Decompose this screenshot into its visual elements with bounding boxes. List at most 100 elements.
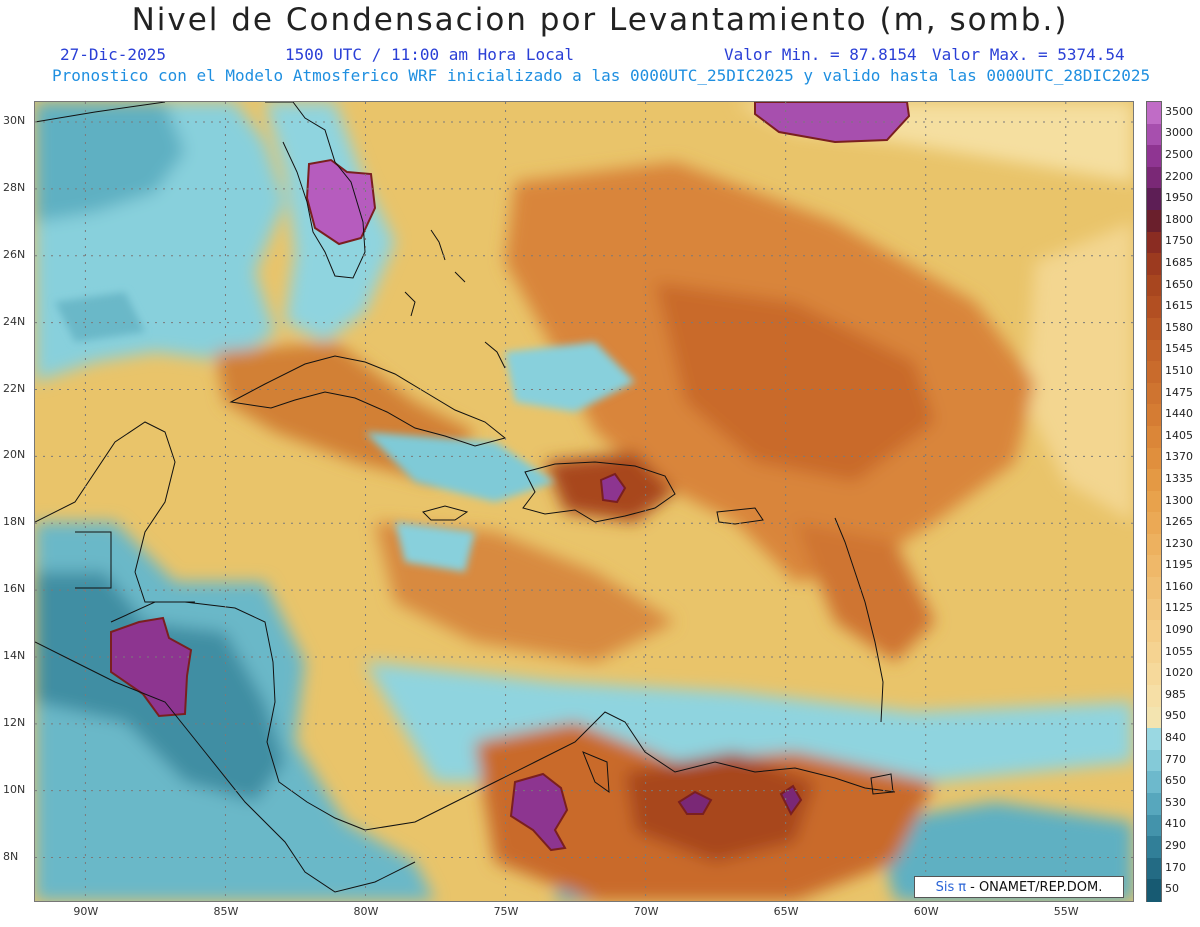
colorbar-segment — [1147, 404, 1161, 427]
colorbar-label: 950 — [1165, 709, 1186, 723]
field-dark-orange-atlantic — [655, 282, 935, 482]
colorbar-label: 1510 — [1165, 363, 1193, 377]
max-colombia-west — [509, 772, 569, 852]
colorbar-label: 50 — [1165, 882, 1179, 896]
colorbar-label: 1800 — [1165, 212, 1193, 226]
lat-tick-label: 24N — [3, 314, 26, 328]
colorbar-label: 1195 — [1165, 558, 1193, 572]
field-orange-lesser-antilles — [795, 522, 935, 662]
colorbar-segment — [1147, 209, 1161, 233]
colorbar-label: 170 — [1165, 860, 1186, 874]
lcl-field-svg — [35, 102, 1133, 901]
lat-lon-grid — [35, 102, 1133, 901]
colorbar-segment — [1147, 231, 1161, 254]
model-info-line: Pronostico con el Modelo Atmosferico WRF… — [52, 66, 1151, 85]
map-title: Nivel de Condensacion por Levantamiento … — [131, 2, 1069, 38]
colorbar-label: 650 — [1165, 774, 1186, 788]
coast-bahamas-4 — [484, 341, 506, 369]
colorbar-label: 1405 — [1165, 428, 1193, 442]
coast-puerto-rico — [716, 507, 764, 525]
colorbar-label: 1335 — [1165, 471, 1193, 485]
colorbar-label: 1750 — [1165, 234, 1193, 248]
field-cyan-nw — [55, 292, 145, 342]
colorbar-label: 1265 — [1165, 515, 1193, 529]
colorbar-label: 1370 — [1165, 450, 1193, 464]
colorbar-label: 530 — [1165, 795, 1186, 809]
colorbar-segment — [1147, 166, 1161, 189]
lon-tick-label: 90W — [73, 905, 99, 918]
forecast-time: 1500 UTC / 11:00 am Hora Local — [285, 45, 574, 64]
coast-hispaniola — [522, 461, 676, 523]
colorbar-label: 1055 — [1165, 644, 1193, 658]
lat-tick-label: 22N — [3, 381, 26, 395]
lat-tick-label: 14N — [3, 648, 26, 662]
colorbar-segment — [1147, 836, 1161, 859]
max-venezuela-1 — [677, 790, 713, 815]
lon-tick-label: 55W — [1053, 905, 1079, 918]
max-bahamas-north — [754, 102, 911, 144]
colorbar-label: 1440 — [1165, 407, 1193, 421]
colorbar-segment — [1147, 533, 1161, 557]
colorbar-label: 290 — [1165, 839, 1186, 852]
coast-trinidad — [870, 773, 894, 795]
lat-tick-label: 20N — [3, 448, 26, 462]
lat-tick-label: 30N — [3, 114, 26, 128]
colorbar-label: 1615 — [1165, 299, 1193, 313]
lat-tick-label: 26N — [3, 247, 26, 261]
colorbar-label: 2500 — [1165, 147, 1193, 161]
colorbar-segment — [1147, 555, 1161, 578]
coast-cuba — [229, 355, 507, 447]
colorbar-label: 1090 — [1165, 623, 1193, 637]
field-cyan-jamaica-sea — [395, 522, 475, 572]
lon-tick-label: 80W — [353, 905, 379, 918]
coast-south-america — [364, 711, 896, 831]
logo-text: - ONAMET/REP.DOM. — [970, 879, 1103, 895]
coast-bahamas-2 — [430, 229, 446, 261]
max-florida — [305, 158, 377, 246]
sispi-logo: Sis π - ONAMET/REP.DOM. — [914, 876, 1124, 898]
colorbar-label: 1160 — [1165, 579, 1193, 593]
coast-lesser-antilles — [834, 517, 884, 723]
coast-bahamas-3 — [454, 271, 466, 283]
max-venezuela-2 — [779, 784, 803, 816]
lcl-map — [34, 101, 1134, 902]
max-honduras — [110, 616, 193, 718]
colorbar-label: 1950 — [1165, 191, 1193, 205]
lat-tick-label: 8N — [3, 849, 19, 863]
lat-tick-label: 18N — [3, 515, 26, 529]
lat-tick-label: 12N — [3, 715, 26, 729]
lon-tick-label: 85W — [213, 905, 239, 918]
colorbar-segment — [1147, 598, 1161, 621]
colorbar-label: 1685 — [1165, 255, 1193, 269]
colorbar-label: 1580 — [1165, 320, 1193, 334]
colorbar-segment — [1147, 641, 1161, 665]
colorbar-segment — [1147, 685, 1161, 708]
colorbar-label: 840 — [1165, 731, 1186, 745]
lat-tick-label: 28N — [3, 180, 26, 194]
forecast-date: 27-Dic-2025 — [60, 45, 166, 64]
min-value-label: Valor Min. = 87.8154 — [724, 45, 917, 64]
colorbar-segment — [1147, 296, 1161, 319]
field-maxima — [110, 102, 911, 852]
colorbar-segment — [1147, 814, 1161, 837]
lon-tick-label: 70W — [633, 905, 659, 918]
colorbar-segment — [1147, 771, 1161, 794]
field-details — [55, 292, 635, 572]
coast-jamaica — [422, 505, 469, 521]
colorbar-label: 985 — [1165, 687, 1186, 701]
colorbar-label: 1230 — [1165, 536, 1193, 550]
colorbar-segment — [1147, 188, 1161, 211]
field-cyan-cuba-south — [365, 432, 555, 502]
colorbar-segment — [1147, 253, 1161, 276]
colorbar-segment — [1147, 382, 1161, 405]
colorbar-segment — [1147, 793, 1161, 816]
colorbar-segment — [1147, 274, 1161, 297]
colorbar-segment — [1147, 620, 1161, 643]
colorbar-label: 1650 — [1165, 277, 1193, 291]
colorbar-segment — [1147, 339, 1161, 362]
colorbar-segment — [1147, 123, 1161, 146]
border-guatemala — [75, 531, 112, 589]
lat-tick-label: 16N — [3, 582, 26, 596]
field-teal-gulf — [35, 102, 185, 222]
colorbar-label: 770 — [1165, 752, 1186, 766]
